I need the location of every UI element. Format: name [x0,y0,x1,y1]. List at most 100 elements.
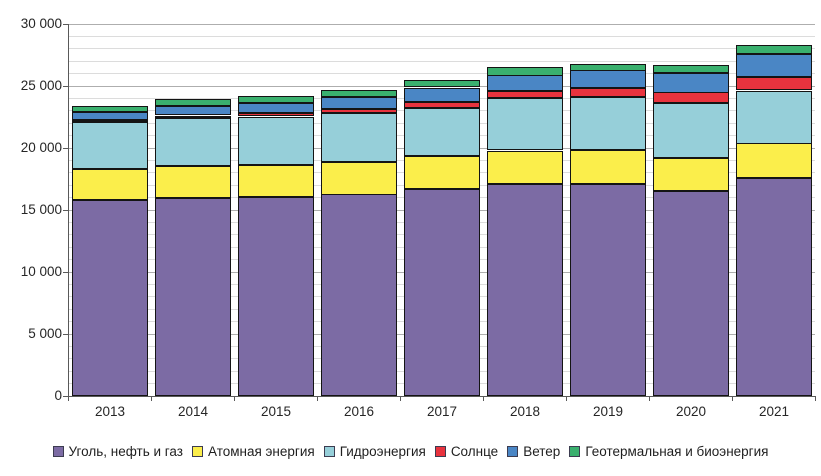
legend-swatch-icon [52,445,64,457]
x-axis-tick [68,397,69,401]
y-axis-tick [63,209,68,211]
legend-label: Гидроэнергия [339,443,426,459]
bar-segment [404,108,480,156]
bar-segment [653,103,729,158]
x-axis-label: 2013 [94,404,126,419]
y-axis-label: 25 000 [20,78,62,93]
bar-segment [653,191,729,396]
y-axis-label: 15 000 [20,202,62,217]
bar-segment [72,122,148,169]
bar-segment [238,117,314,165]
y-axis-tick [63,85,68,87]
legend-label: Уголь, нефть и газ [68,443,183,459]
bar-segment [238,165,314,197]
bar-segment [570,150,646,184]
bar-segment [72,106,148,112]
x-axis-label: 2020 [675,404,707,419]
gridline-minor [68,60,815,62]
legend-item: Уголь, нефть и газ [52,443,183,459]
y-axis-label: 10 000 [20,264,62,279]
bar-segment [238,103,314,113]
bar-segment [404,80,480,87]
bar-segment [72,169,148,200]
x-axis-tick [234,397,235,401]
gridline-minor [68,73,815,75]
bar-segment [736,91,812,144]
bar-segment [570,88,646,97]
bar-segment [72,112,148,120]
bar-segment [155,116,231,118]
legend-item: Геотермальная и биоэнергия [569,444,768,459]
legend-label: Атомная энергия [207,443,315,459]
y-axis-label: 0 [54,388,62,403]
legend-swatch-icon [434,445,446,457]
x-axis-label: 2014 [177,404,209,419]
legend-swatch-icon [507,445,519,457]
y-axis-tick [63,395,68,397]
legend: Уголь, нефть и газ Атомная энергия Гидроэн… [0,440,821,462]
x-axis-tick [151,397,152,401]
x-axis-label: 2016 [343,404,375,419]
legend-label: Геотермальная и биоэнергия [585,443,769,459]
legend-swatch-icon [323,445,335,457]
bar-segment [321,162,397,195]
bar-segment [155,99,231,106]
bar-segment [238,113,314,116]
bar-segment [736,45,812,54]
bar-segment [570,184,646,396]
gridline-major [68,23,815,25]
bar-segment [155,118,231,166]
legend-label: Солнце [450,443,499,459]
legend-item: Солнце [434,443,499,459]
bar-segment [321,113,397,162]
bar-segment [404,189,480,396]
bar-segment [321,90,397,97]
legend-item: Ветер [507,444,560,459]
bar-segment [487,67,563,76]
y-axis-label: 5 000 [28,326,62,341]
bar-segment [72,200,148,396]
x-axis-tick [483,397,484,401]
bar-segment [653,158,729,191]
y-axis-tick [63,333,68,335]
bar-segment [404,102,480,108]
x-axis-tick [400,397,401,401]
bar-segment [321,194,397,396]
x-axis-tick [732,397,733,401]
y-axis-tick [63,147,68,149]
x-axis-label: 2017 [426,404,458,419]
bar-segment [570,70,646,88]
bar-segment [487,184,563,396]
gridline-minor [68,48,815,50]
bar-segment [404,88,480,102]
y-axis-line [68,24,69,396]
bar-segment [238,96,314,103]
bar-segment [653,65,729,73]
y-axis-tick [63,271,68,273]
legend-swatch-icon [569,445,581,457]
legend-swatch-icon [191,445,203,457]
y-axis-label: 30 000 [20,16,62,31]
x-axis-label: 2018 [509,404,541,419]
x-axis-tick [815,397,816,401]
bar-segment [72,120,148,122]
y-axis-label: 20 000 [20,140,62,155]
x-axis-tick [317,397,318,401]
bar-segment [487,91,563,98]
bar-segment [570,97,646,150]
bar-segment [736,143,812,178]
bar-segment [736,77,812,90]
bar-segment [736,54,812,77]
bar-segment [487,75,563,91]
bar-segment [487,98,563,150]
bar-segment [487,151,563,184]
x-axis-tick [649,397,650,401]
bar-segment [736,178,812,396]
bar-segment [321,109,397,113]
gridline-minor [68,35,815,37]
y-axis-tick [63,23,68,25]
x-axis-tick [566,397,567,401]
x-axis-line [68,396,816,397]
legend-item: Гидроэнергия [323,443,426,459]
x-axis-label: 2021 [758,404,790,419]
